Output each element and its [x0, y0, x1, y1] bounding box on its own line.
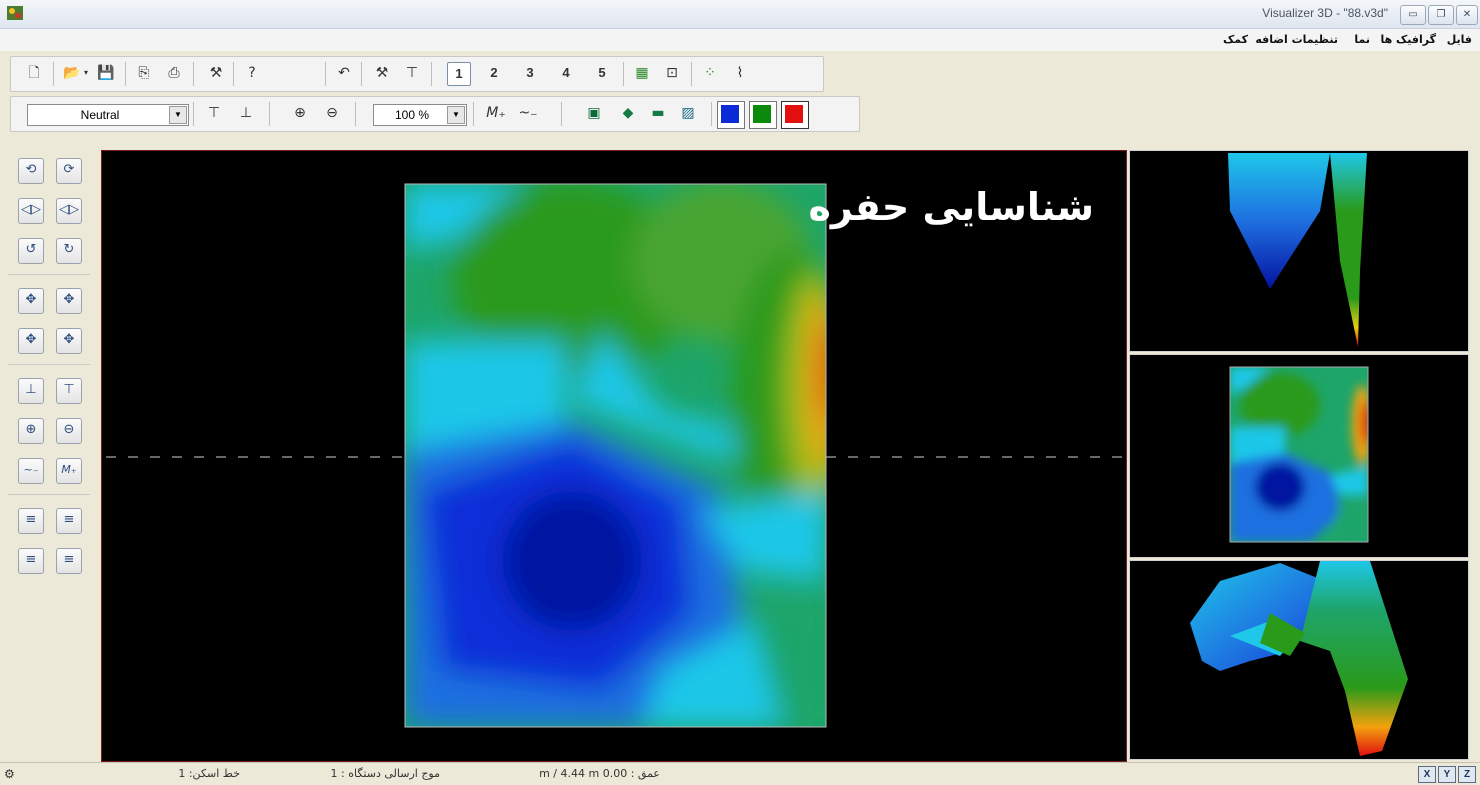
align-bottom-icon[interactable]: ⊥	[239, 105, 253, 121]
overlay-label: شناسایی حفره	[808, 185, 1094, 229]
chart-icon[interactable]: ⌇	[736, 65, 744, 81]
volume-icon[interactable]: ▨	[681, 105, 695, 121]
align-bottom-side-icon[interactable]: ⊥	[18, 378, 44, 404]
side-view-bottom-canvas	[1190, 561, 1408, 756]
zoom-in-side-icon[interactable]: ⊕	[18, 418, 44, 444]
align-top-icon[interactable]: ⊤	[207, 105, 221, 121]
undo-icon[interactable]: ↶	[338, 65, 350, 81]
menu-bar: فایل گرافیک ها نما تنظیمات اضافه کمک	[0, 29, 1480, 51]
main-viewport[interactable]: شناسایی حفره	[101, 150, 1127, 762]
move-left-icon[interactable]: ✥	[18, 288, 44, 314]
rotate-z-ccw-icon[interactable]: ↺	[18, 238, 44, 264]
title-bar: Visualizer 3D - "88.v3d" ▭ ❐ ✕	[0, 0, 1480, 29]
menu-file[interactable]: فایل	[1446, 33, 1472, 46]
chevron-down-icon: ▼	[447, 106, 465, 124]
marker-add-icon[interactable]: ⚒	[375, 65, 389, 81]
view-button-5[interactable]: 5	[598, 65, 606, 80]
layer-right-icon[interactable]: ≡	[56, 548, 82, 574]
marker-minus-side-icon[interactable]: ~₋	[18, 458, 44, 484]
view-button-1[interactable]: 1	[447, 62, 471, 86]
new-file-icon[interactable]: 🗋	[28, 65, 40, 81]
depth-map-canvas[interactable]	[102, 151, 1126, 761]
menu-graphics[interactable]: گرافیک ها	[1380, 33, 1436, 46]
tools-icon[interactable]: ⚒	[209, 65, 223, 81]
left-toolbar: ⟲ ⟳ ◁▷ ◁▷ ↺ ↻ ✥ ✥ ✥ ✥ ⊥ ⊤ ⊕ ⊖ ~₋ M₊ ≡ ≡ …	[4, 150, 96, 760]
status-scan-line: خط اسکن: 1	[178, 767, 240, 780]
marker-plus-side-icon[interactable]: M₊	[56, 458, 82, 484]
layer-down-icon[interactable]: ≡	[56, 508, 82, 534]
open-folder-icon[interactable]: 📂	[63, 65, 81, 81]
marker-minus-icon[interactable]: ~₋	[518, 105, 538, 121]
scatter-icon[interactable]: ⁘	[704, 65, 716, 81]
status-depth: عمق : 0.00 m / 4.44 m	[539, 767, 660, 780]
zoom-out-side-icon[interactable]: ⊖	[56, 418, 82, 444]
rotate-z-cw-icon[interactable]: ↻	[56, 238, 82, 264]
green-swatch	[753, 105, 771, 123]
rotate-y-left-icon[interactable]: ◁▷	[18, 198, 44, 224]
green-color-button[interactable]	[749, 101, 777, 129]
move-down-icon[interactable]: ✥	[56, 328, 82, 354]
axis-y-button[interactable]: Y	[1438, 766, 1456, 783]
view-button-4[interactable]: 4	[562, 65, 570, 80]
zoom-window-icon[interactable]: ⊡	[666, 65, 678, 81]
marker-tool-icon[interactable]: ⊤	[405, 65, 419, 81]
side-view-top-canvas	[1228, 153, 1367, 347]
zoom-out-icon[interactable]: ⊖	[326, 105, 338, 121]
menu-help[interactable]: کمک	[1222, 33, 1248, 46]
blue-swatch	[721, 105, 739, 123]
layer-icon[interactable]: ▣	[587, 105, 601, 121]
filter-value: Neutral	[80, 108, 120, 122]
side-view-bottom[interactable]	[1129, 560, 1469, 760]
open-dropdown-icon[interactable]: ▾	[83, 68, 88, 77]
move-up-icon[interactable]: ✥	[18, 328, 44, 354]
red-swatch	[785, 105, 803, 123]
print-icon[interactable]: ⎙	[168, 65, 180, 81]
view-button-2[interactable]: 2	[490, 65, 498, 80]
save-icon[interactable]: 💾	[97, 65, 115, 81]
menu-view[interactable]: نما	[1354, 33, 1370, 46]
zoom-select[interactable]: 100 % ▼	[373, 104, 467, 126]
maximize-button[interactable]: ❐	[1428, 5, 1454, 25]
axis-z-button[interactable]: Z	[1458, 766, 1476, 783]
blue-color-button[interactable]	[717, 101, 745, 129]
flat-surface-icon[interactable]: ▬	[651, 105, 665, 121]
rotate-x-ccw-icon[interactable]: ⟲	[18, 158, 44, 184]
menu-extra-settings[interactable]: تنظیمات اضافه	[1255, 33, 1338, 46]
view-button-3[interactable]: 3	[526, 65, 534, 80]
zoom-in-icon[interactable]: ⊕	[294, 105, 306, 121]
surface-icon[interactable]: ◆	[622, 105, 634, 121]
layer-left-icon[interactable]: ≡	[18, 548, 44, 574]
help-icon[interactable]: ?	[248, 65, 256, 81]
status-wave: موج ارسالی دستگاه : 1	[330, 767, 440, 780]
side-view-middle-canvas	[1229, 366, 1369, 543]
marker-plus-icon[interactable]: M₊	[486, 105, 506, 121]
rotate-x-cw-icon[interactable]: ⟳	[56, 158, 82, 184]
filter-select[interactable]: Neutral ▼	[27, 104, 189, 126]
main-toolbar: 🗋 📂 ▾ 💾 ⎘ ⎙ ⚒ ? ↶ ⚒ ⊤ 1 2 3 4 5 ▦ ⊡ ⁘ ⌇	[10, 56, 824, 92]
close-button[interactable]: ✕	[1456, 5, 1478, 25]
window-title: Visualizer 3D - "88.v3d"	[1262, 6, 1388, 20]
status-bar: ⚙ خط اسکن: 1 موج ارسالی دستگاه : 1 عمق :…	[0, 762, 1480, 785]
align-top-side-icon[interactable]: ⊤	[56, 378, 82, 404]
zoom-value: 100 %	[394, 108, 430, 122]
side-view-top[interactable]	[1129, 150, 1469, 352]
rotate-y-right-icon[interactable]: ◁▷	[56, 198, 82, 224]
view-toolbar: Neutral ▼ ⊤ ⊥ ⊕ ⊖ 100 % ▼ M₊ ~₋ ▣ ◆ ▬ ▨	[10, 96, 860, 132]
app-icon	[7, 6, 23, 20]
export-icon[interactable]: ⎘	[138, 65, 150, 81]
chevron-down-icon: ▼	[169, 106, 187, 124]
layer-up-icon[interactable]: ≡	[18, 508, 44, 534]
move-right-icon[interactable]: ✥	[56, 288, 82, 314]
axis-x-button[interactable]: X	[1418, 766, 1436, 783]
network-icon: ⚙	[4, 767, 15, 781]
grid-icon[interactable]: ▦	[635, 65, 649, 81]
red-color-button[interactable]	[781, 101, 809, 129]
minimize-button[interactable]: ▭	[1400, 5, 1426, 25]
side-view-middle[interactable]	[1129, 354, 1469, 558]
